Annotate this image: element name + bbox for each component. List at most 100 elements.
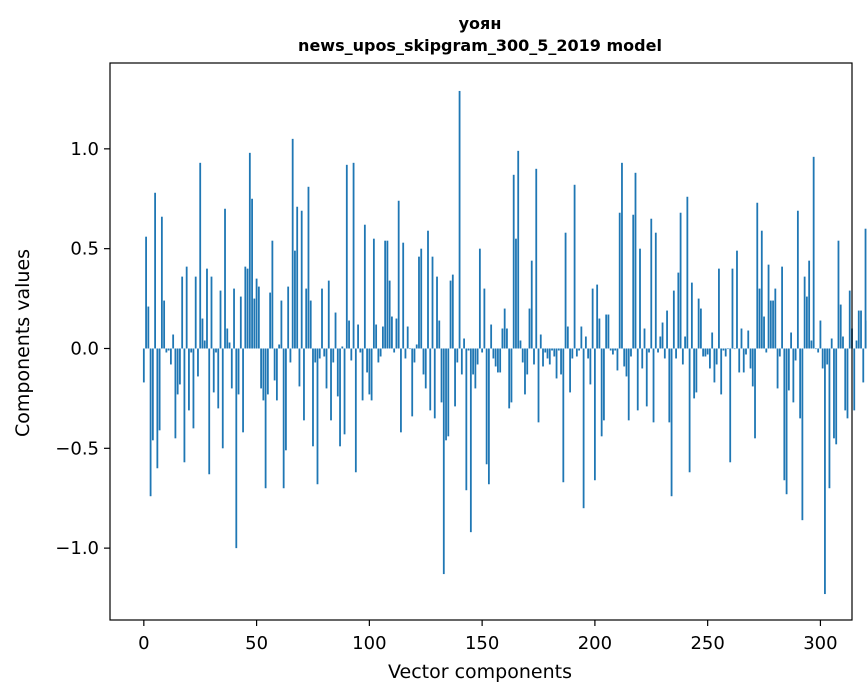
- bar: [758, 288, 761, 349]
- bar: [280, 300, 283, 349]
- bar: [224, 208, 226, 349]
- bar: [621, 162, 623, 349]
- bar: [826, 348, 829, 365]
- bar: [404, 348, 407, 359]
- bar: [436, 276, 438, 349]
- bar: [348, 320, 350, 349]
- x-tick-label: 300: [803, 633, 837, 654]
- bar: [747, 330, 750, 349]
- bar: [634, 172, 637, 349]
- bar: [219, 290, 222, 349]
- bar: [418, 256, 420, 349]
- bar: [172, 334, 175, 349]
- bar: [848, 290, 851, 349]
- bar: [463, 338, 465, 349]
- bar: [805, 296, 808, 349]
- bar: [465, 348, 468, 491]
- bar: [303, 348, 305, 421]
- bar: [253, 298, 256, 349]
- bar: [334, 312, 337, 349]
- bar: [729, 348, 732, 463]
- bar: [625, 348, 628, 377]
- bar: [508, 348, 511, 409]
- bar: [226, 328, 229, 349]
- bar: [242, 348, 244, 433]
- bar: [350, 348, 353, 361]
- bar: [300, 210, 303, 349]
- bar: [357, 324, 359, 349]
- bar: [415, 344, 418, 349]
- bar: [409, 348, 411, 350]
- bar: [169, 348, 172, 365]
- bar: [648, 348, 650, 353]
- bar: [769, 300, 772, 349]
- bar: [332, 348, 335, 363]
- chart-subtitle: news_upos_skipgram_300_5_2019 model: [298, 36, 662, 55]
- bar: [341, 346, 344, 349]
- bar: [248, 152, 251, 349]
- bar: [454, 348, 456, 407]
- bar: [309, 300, 312, 349]
- bar: [179, 348, 181, 385]
- bar: [275, 348, 278, 401]
- bar: [266, 348, 269, 395]
- bar: [745, 348, 747, 355]
- bar: [339, 348, 341, 447]
- bar: [271, 240, 274, 349]
- bar: [686, 196, 689, 349]
- plot-area-frame: [109, 62, 853, 621]
- bar: [623, 348, 626, 367]
- bar: [278, 344, 281, 349]
- bar: [395, 318, 398, 349]
- bar: [670, 348, 673, 497]
- bar: [521, 348, 524, 363]
- bar: [535, 168, 538, 349]
- bar: [197, 348, 199, 377]
- bar: [257, 286, 260, 349]
- bar: [174, 348, 177, 439]
- bar: [343, 348, 346, 435]
- bar: [269, 292, 272, 349]
- bar: [756, 202, 759, 349]
- bar: [803, 276, 806, 349]
- bar: [654, 232, 657, 349]
- bar: [801, 348, 804, 521]
- bar: [857, 310, 860, 349]
- bar: [151, 348, 154, 441]
- bar: [695, 348, 698, 393]
- bar: [650, 218, 653, 349]
- bar: [763, 316, 765, 349]
- bar: [235, 348, 238, 549]
- bar: [582, 348, 585, 509]
- bar: [287, 286, 290, 349]
- bar: [593, 348, 596, 481]
- bar: [291, 138, 294, 349]
- bar: [616, 348, 619, 371]
- bar: [785, 348, 788, 495]
- bar: [499, 348, 502, 373]
- bar: [442, 348, 445, 575]
- bar: [731, 268, 734, 349]
- bar: [424, 348, 427, 389]
- bar: [145, 236, 147, 349]
- bar: [472, 348, 474, 375]
- bar: [787, 348, 790, 391]
- bar: [742, 348, 745, 373]
- bar: [632, 214, 635, 349]
- bar: [555, 348, 558, 379]
- bar: [796, 210, 799, 349]
- bar: [427, 230, 429, 349]
- bars-group: [142, 90, 867, 595]
- bar: [630, 348, 632, 357]
- bar: [386, 240, 389, 349]
- bar: [614, 348, 617, 351]
- bar: [494, 348, 497, 367]
- bar: [142, 348, 145, 383]
- bar: [778, 348, 781, 357]
- bar: [573, 184, 576, 349]
- bar: [156, 348, 159, 469]
- y-tick-label: −1.0: [55, 538, 99, 559]
- bar: [697, 298, 700, 349]
